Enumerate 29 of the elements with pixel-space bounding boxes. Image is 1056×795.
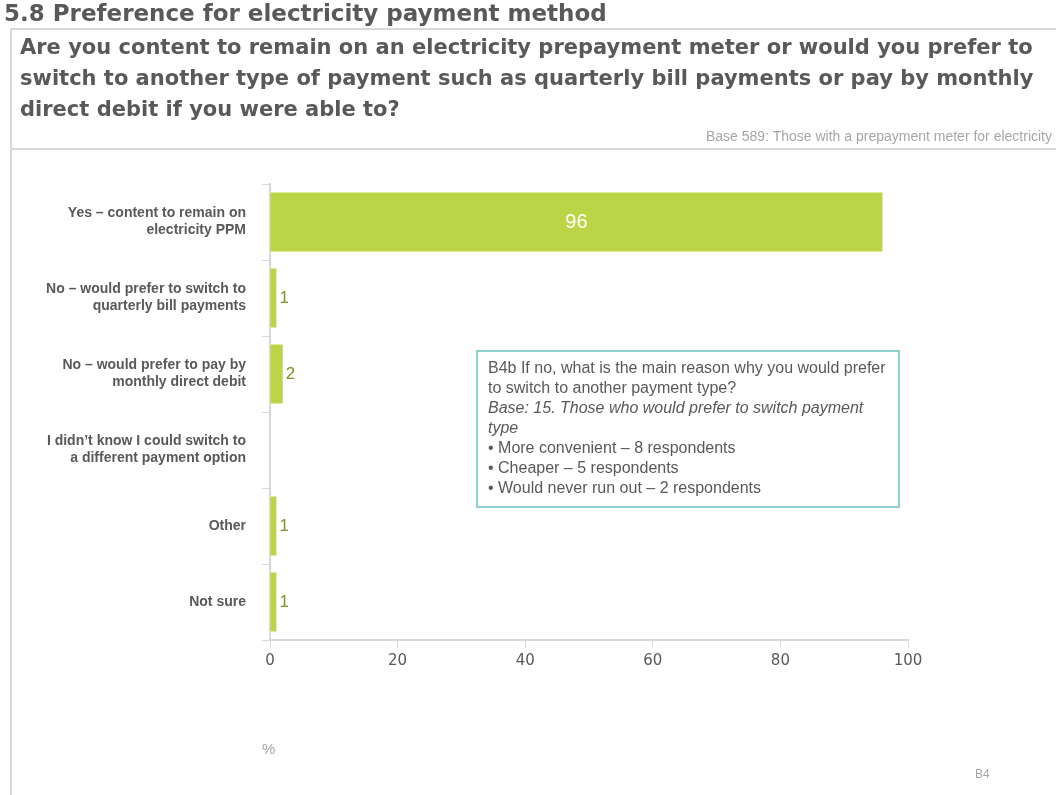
annotation: Base: 15. Those who would prefer to switch payment type <box>488 399 864 436</box>
x-axis-title: % <box>262 740 276 757</box>
y-tick-label: I didn’t know I could switch to a different payment option <box>46 432 246 466</box>
annotation: • Would never run out – 2 respondents <box>488 478 763 498</box>
annotation: • More convenient – 8 respondents <box>488 438 737 458</box>
y-tick-label: No – would prefer to pay by monthly direct debit <box>62 356 247 390</box>
y-tick-label: Not sure <box>189 592 247 609</box>
x-tick-label: 0 <box>265 650 275 669</box>
y-tick-label: No – would prefer to switch to quarterly bill payments <box>46 280 247 314</box>
y-tick-label: Yes – content to remain on electricity PPM <box>67 204 246 238</box>
data-label: 2 <box>285 363 296 383</box>
x-tick-label: 100 <box>893 650 923 669</box>
x-tick-label: 60 <box>643 650 663 669</box>
text: 5.8 Preference for electricity payment method <box>4 0 607 26</box>
data-label: 1 <box>279 591 289 611</box>
data-label: 1 <box>279 515 289 535</box>
annotation: • Cheaper – 5 respondents <box>488 458 680 478</box>
chart-title: Are you content to remain on an electricity prepayment meter or would you prefer to switch to another type of payment such as quarterly bill payments or pay by monthly direct debit if you were able to? <box>20 34 1035 123</box>
x-tick-label: 80 <box>770 650 790 669</box>
x-tick-label: 20 <box>388 650 408 669</box>
x-tick-label: 40 <box>515 650 535 669</box>
text: B4 <box>975 767 990 781</box>
bar <box>270 344 283 404</box>
annotation: B4b If no, what is the main reason why you would prefer to switch to another payment type? <box>488 358 887 398</box>
y-tick-label: Other <box>208 516 247 533</box>
data-label: 1 <box>279 287 289 307</box>
bar <box>270 192 883 252</box>
data-label: 96 <box>565 209 588 232</box>
chart-subtitle: Base 589: Those with a prepayment meter for electricity <box>705 128 1052 144</box>
